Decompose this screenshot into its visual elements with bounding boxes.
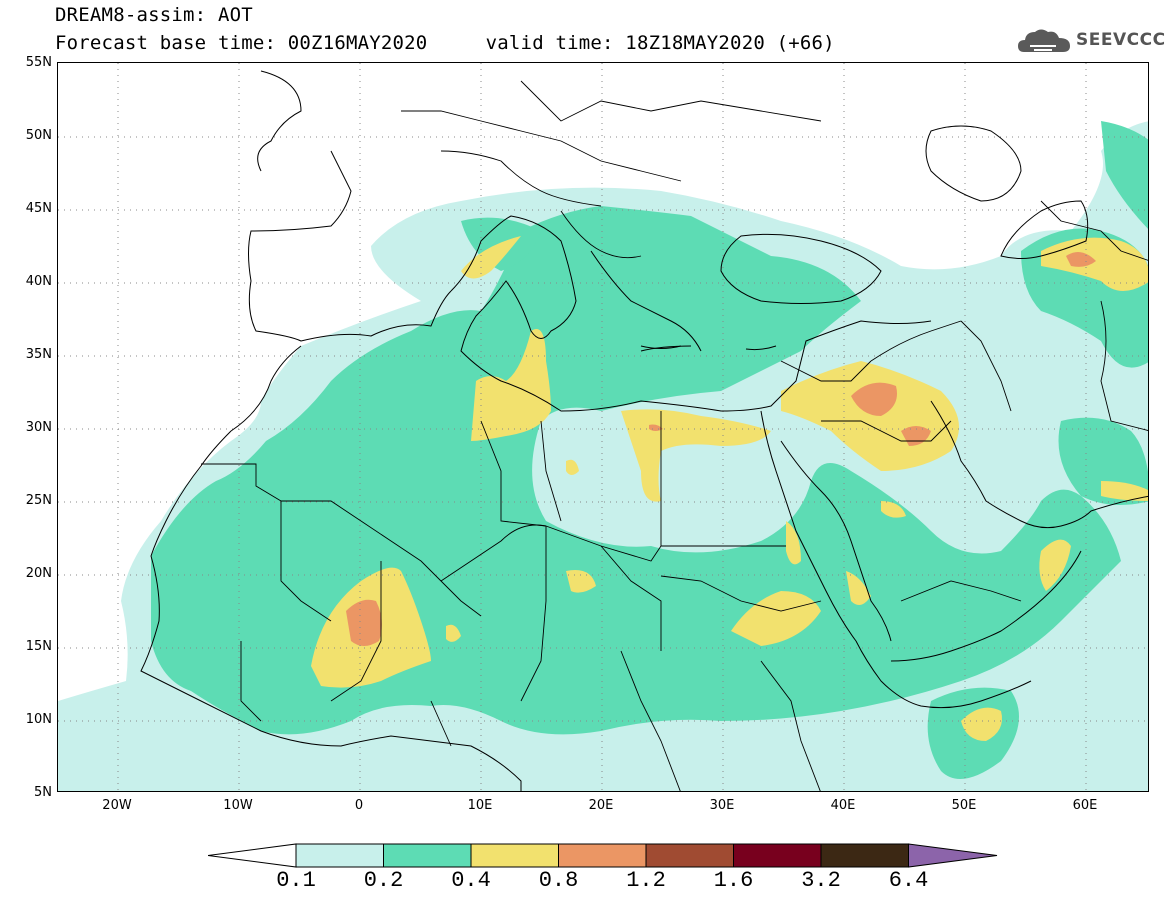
colorbar-label: 1.2 [626,868,666,893]
colorbar-label: 0.8 [538,868,579,893]
graticule [58,63,1148,791]
colorbar-label: 0.1 [276,868,316,893]
lat-label: 55N [25,55,52,70]
lon-label: 50E [951,798,977,813]
lat-label: 40N [25,274,52,289]
map-canvas [58,63,1148,791]
logo-text: SEEVCCC [1076,30,1165,50]
lat-label: 35N [25,347,52,362]
cloud-icon [1018,29,1070,52]
seevccc-logo: SEEVCCC [1016,24,1165,58]
lat-label: 30N [25,420,52,435]
colorbar-swatch [820,843,909,868]
lat-label: 15N [25,639,52,654]
lon-label: 10E [467,798,493,813]
colorbar [208,843,998,868]
colorbar-label: 0.2 [363,868,404,893]
colorbar-swatch [645,843,734,868]
coastlines [140,70,1148,791]
map-title: DREAM8-assim: AOT [55,4,253,26]
colorbar-swatch [733,843,822,868]
lat-label: 45N [25,201,52,216]
lat-label: 10N [25,712,52,727]
lat-label: 50N [25,128,52,143]
lat-label: 5N [34,785,52,800]
colorbar-label: 1.6 [713,868,754,893]
lon-label: 60E [1072,798,1098,813]
colorbar-label: 6.4 [888,868,929,893]
forecast-times: Forecast base time: 00Z16MAY2020 valid t… [55,32,835,54]
colorbar-label: 3.2 [801,868,841,893]
colorbar-swatch [470,843,559,868]
lat-label: 25N [25,493,52,508]
lon-label: 0 [354,798,364,813]
lon-label: 10W [223,798,253,813]
lat-label: 20N [25,566,52,581]
colorbar-swatch [383,843,472,868]
colorbar-high-arrow [908,843,998,868]
colorbar-label: 0.4 [451,868,491,893]
lon-label: 30E [709,798,735,813]
aot-map [57,62,1149,792]
colorbar-swatch [558,843,647,868]
lon-label: 20W [102,798,132,813]
borders [201,80,1148,791]
colorbar-low-arrow [208,843,297,868]
lon-label: 20E [588,798,614,813]
colorbar-swatch [295,843,384,868]
lon-label: 40E [830,798,856,813]
